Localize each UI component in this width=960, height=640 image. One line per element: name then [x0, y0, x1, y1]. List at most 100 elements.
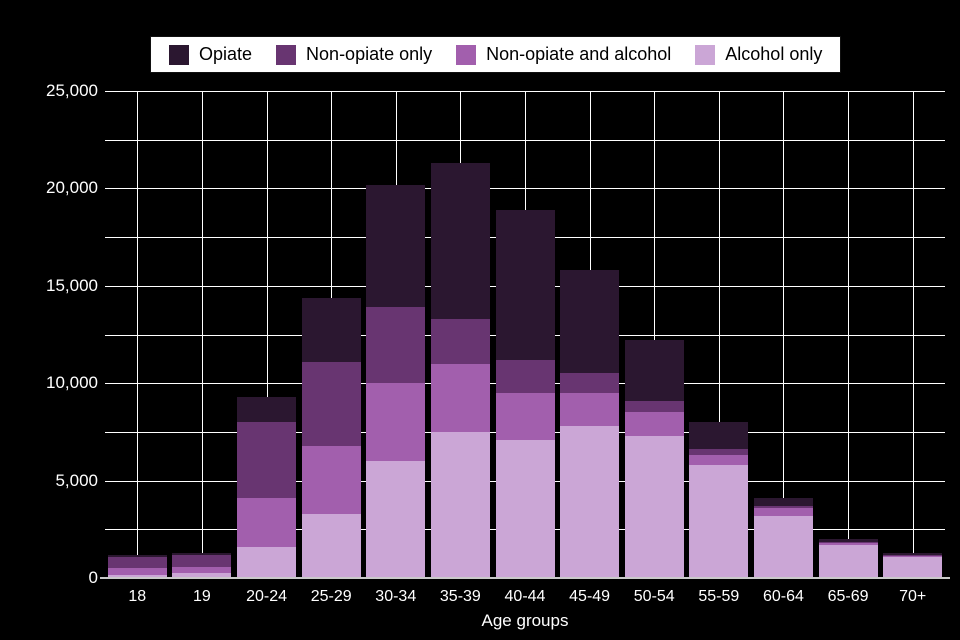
legend-label-alcohol-only: Alcohol only — [725, 44, 823, 64]
bar-segment-non-opiate-only — [624, 400, 684, 413]
bar-20-24 — [237, 396, 297, 578]
y-tick-label: 15,000 — [46, 275, 98, 295]
gridline-vertical — [137, 91, 139, 578]
bar-segment-alcohol-only — [366, 461, 426, 578]
bar-segment-alcohol-only — [495, 439, 555, 578]
bar-segment-non-opiate-and-alcohol — [883, 555, 943, 557]
legend-item-opiate: Opiate — [169, 44, 252, 65]
bar-segment-alcohol-only — [883, 556, 943, 578]
gridline-vertical — [848, 91, 850, 578]
x-tick-label: 25-29 — [310, 588, 352, 605]
y-tick-label: 5,000 — [55, 470, 98, 490]
legend: Opiate Non-opiate only Non-opiate and al… — [150, 36, 842, 73]
bar-segment-non-opiate-and-alcohol — [366, 383, 426, 462]
x-tick-label: 40-44 — [504, 588, 546, 605]
bar-segment-non-opiate-and-alcohol — [430, 363, 490, 432]
x-tick-label: 55-59 — [698, 588, 740, 605]
x-tick-label: 35-39 — [439, 588, 481, 605]
bar-30-34 — [366, 184, 426, 578]
bar-segment-alcohol-only — [107, 575, 167, 578]
bar-45-49 — [560, 270, 620, 578]
bar-segment-non-opiate-and-alcohol — [624, 412, 684, 436]
bar-25-29 — [301, 297, 361, 578]
bar-segment-opiate — [430, 163, 490, 319]
bar-segment-non-opiate-only — [689, 449, 749, 456]
bar-segment-non-opiate-and-alcohol — [689, 455, 749, 466]
x-axis-line — [100, 577, 950, 579]
y-tick-label: 0 — [88, 568, 98, 587]
bar-segment-alcohol-only — [172, 573, 232, 578]
bar-35-39 — [430, 163, 490, 578]
bar-segment-opiate — [495, 209, 555, 360]
bar-segment-non-opiate-only — [107, 556, 167, 569]
bar-segment-opiate — [107, 554, 167, 557]
gridline-vertical — [912, 91, 914, 578]
bar-60-64 — [753, 498, 813, 578]
bar-segment-non-opiate-only — [495, 359, 555, 393]
bar-segment-opiate — [689, 422, 749, 450]
x-axis-title: Age groups — [481, 611, 569, 630]
gridline-vertical — [718, 91, 720, 578]
bar-segment-non-opiate-and-alcohol — [753, 507, 813, 516]
legend-label-non-opiate-and-alcohol: Non-opiate and alcohol — [486, 44, 672, 64]
legend-item-non-opiate-only: Non-opiate only — [276, 44, 432, 65]
bar-55-59 — [689, 422, 749, 578]
bar-segment-alcohol-only — [560, 426, 620, 578]
bar-segment-opiate — [560, 270, 620, 374]
bar-40-44 — [495, 209, 555, 578]
bar-segment-non-opiate-only — [172, 554, 232, 568]
bar-segment-alcohol-only — [624, 435, 684, 578]
bar-segment-opiate — [237, 396, 297, 423]
legend-label-non-opiate-only: Non-opiate only — [306, 44, 433, 64]
bar-segment-opiate — [366, 184, 426, 308]
legend-swatch-opiate — [169, 44, 189, 65]
bar-segment-opiate — [883, 552, 943, 555]
x-tick-label: 65-69 — [827, 588, 869, 605]
gridline-vertical — [654, 91, 656, 578]
bar-segment-non-opiate-and-alcohol — [560, 392, 620, 427]
legend-item-alcohol-only: Alcohol only — [695, 44, 822, 65]
legend-item-non-opiate-and-alcohol: Non-opiate and alcohol — [456, 44, 671, 65]
y-tick-label: 10,000 — [46, 373, 98, 393]
bar-segment-non-opiate-only — [560, 373, 620, 393]
legend-swatch-alcohol-only — [695, 44, 716, 65]
x-tick-label: 70+ — [899, 588, 927, 605]
bar-segment-non-opiate-and-alcohol — [237, 498, 297, 547]
x-tick-label: 30-34 — [375, 588, 417, 605]
bar-segment-opiate — [624, 340, 684, 401]
x-tick-label: 19 — [193, 588, 211, 605]
gridline-vertical — [266, 91, 268, 578]
bar-segment-opiate — [172, 552, 232, 555]
gridline-vertical — [783, 91, 785, 578]
gridline-vertical — [201, 91, 203, 578]
bar-segment-non-opiate-only — [430, 318, 490, 364]
bar-segment-non-opiate-only — [883, 554, 943, 556]
bar-18 — [107, 554, 167, 578]
y-tick-label: 25,000 — [46, 81, 98, 100]
x-tick-label: 50-54 — [633, 588, 675, 605]
bar-segment-non-opiate-and-alcohol — [495, 392, 555, 440]
bar-segment-alcohol-only — [301, 513, 361, 578]
bar-segment-non-opiate-only — [818, 541, 878, 543]
x-tick-label: 20-24 — [246, 588, 287, 605]
bar-19 — [172, 552, 232, 578]
y-tick-label: 20,000 — [46, 178, 98, 198]
bar-segment-non-opiate-only — [301, 361, 361, 446]
x-tick-label: 60-64 — [762, 588, 804, 605]
legend-swatch-non-opiate-and-alcohol — [456, 44, 477, 65]
bar-segment-non-opiate-only — [753, 505, 813, 508]
legend-swatch-non-opiate-only — [276, 44, 297, 65]
legend-label-opiate: Opiate — [199, 44, 253, 64]
bar-segment-alcohol-only — [689, 465, 749, 578]
bar-65-69 — [818, 539, 878, 578]
x-tick-label: 18 — [128, 588, 147, 605]
bar-segment-opiate — [818, 539, 878, 542]
bar-segment-non-opiate-and-alcohol — [301, 445, 361, 514]
bar-segment-opiate — [301, 297, 361, 362]
bar-segment-non-opiate-and-alcohol — [818, 542, 878, 545]
bar-segment-non-opiate-and-alcohol — [172, 567, 232, 574]
bar-segment-non-opiate-only — [366, 307, 426, 384]
bar-segment-opiate — [753, 498, 813, 506]
bar-segment-alcohol-only — [818, 544, 878, 578]
